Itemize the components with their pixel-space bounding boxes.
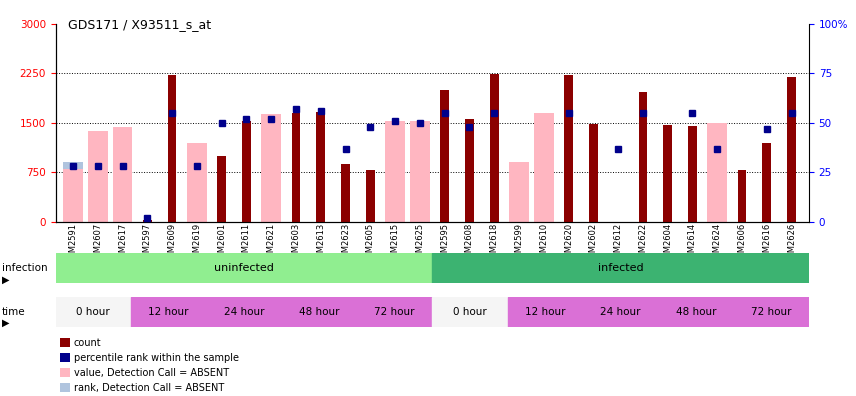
- Bar: [410, 121, 430, 222]
- Text: ▶: ▶: [2, 318, 9, 328]
- Bar: [509, 162, 529, 222]
- Bar: [88, 131, 108, 222]
- Bar: [763, 143, 771, 222]
- Bar: [734, 297, 809, 327]
- Bar: [738, 170, 746, 222]
- Text: GDS171 / X93511_s_at: GDS171 / X93511_s_at: [68, 18, 211, 31]
- Text: 0 hour: 0 hour: [76, 307, 110, 317]
- Text: 48 hour: 48 hour: [675, 307, 716, 317]
- Text: infection: infection: [2, 263, 47, 273]
- Bar: [242, 121, 251, 222]
- Bar: [357, 297, 432, 327]
- Bar: [187, 143, 207, 222]
- Bar: [143, 220, 152, 222]
- Bar: [509, 166, 529, 222]
- Bar: [432, 297, 508, 327]
- Bar: [788, 76, 796, 222]
- Bar: [342, 164, 350, 222]
- Bar: [317, 112, 325, 222]
- Bar: [564, 74, 573, 222]
- Bar: [206, 297, 282, 327]
- Bar: [168, 74, 176, 222]
- Text: 12 hour: 12 hour: [525, 307, 566, 317]
- Bar: [88, 162, 108, 222]
- Text: 24 hour: 24 hour: [223, 307, 265, 317]
- Text: count: count: [74, 337, 101, 348]
- Bar: [56, 253, 432, 283]
- Bar: [113, 128, 133, 222]
- Bar: [465, 120, 473, 222]
- Bar: [366, 169, 375, 222]
- Bar: [707, 124, 727, 222]
- Bar: [63, 162, 83, 222]
- Text: 12 hour: 12 hour: [148, 307, 189, 317]
- Bar: [131, 297, 206, 327]
- Text: value, Detection Call = ABSENT: value, Detection Call = ABSENT: [74, 367, 229, 378]
- Text: 72 hour: 72 hour: [374, 307, 415, 317]
- Text: 0 hour: 0 hour: [453, 307, 487, 317]
- Bar: [292, 113, 300, 222]
- Bar: [534, 113, 554, 222]
- Bar: [534, 129, 554, 222]
- Bar: [63, 169, 83, 222]
- Text: 24 hour: 24 hour: [600, 307, 641, 317]
- Bar: [440, 90, 449, 222]
- Text: time: time: [2, 307, 26, 317]
- Text: 72 hour: 72 hour: [751, 307, 792, 317]
- Text: rank, Detection Call = ABSENT: rank, Detection Call = ABSENT: [74, 383, 224, 393]
- Bar: [261, 114, 281, 222]
- Bar: [432, 253, 809, 283]
- Bar: [490, 74, 498, 222]
- Bar: [508, 297, 583, 327]
- Bar: [658, 297, 734, 327]
- Bar: [688, 126, 697, 222]
- Bar: [589, 124, 597, 222]
- Text: ▶: ▶: [2, 274, 9, 284]
- Bar: [217, 156, 226, 222]
- Text: infected: infected: [597, 263, 644, 273]
- Bar: [282, 297, 357, 327]
- Bar: [56, 297, 131, 327]
- Text: 48 hour: 48 hour: [299, 307, 340, 317]
- Bar: [639, 92, 647, 222]
- Bar: [583, 297, 658, 327]
- Text: uninfected: uninfected: [214, 263, 274, 273]
- Bar: [663, 125, 672, 222]
- Bar: [385, 121, 405, 222]
- Text: percentile rank within the sample: percentile rank within the sample: [74, 352, 239, 363]
